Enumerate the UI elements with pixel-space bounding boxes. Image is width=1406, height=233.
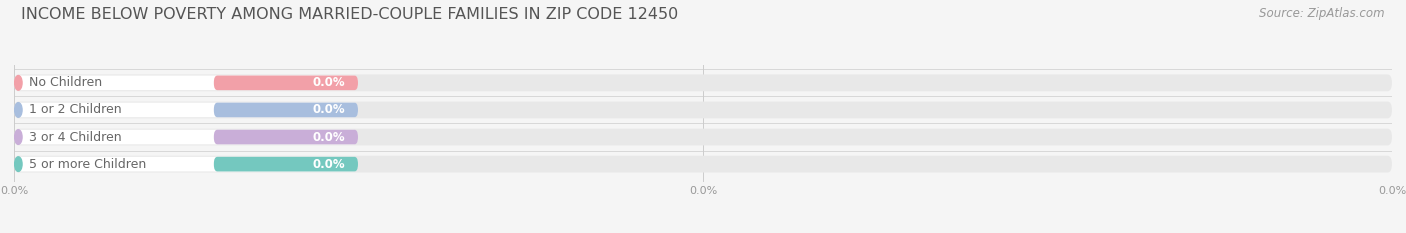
Text: 0.0%: 0.0% <box>312 103 344 116</box>
FancyBboxPatch shape <box>214 157 359 171</box>
Text: Source: ZipAtlas.com: Source: ZipAtlas.com <box>1260 7 1385 20</box>
Text: 1 or 2 Children: 1 or 2 Children <box>30 103 122 116</box>
FancyBboxPatch shape <box>14 102 1392 118</box>
Text: No Children: No Children <box>30 76 103 89</box>
FancyBboxPatch shape <box>14 75 1392 91</box>
FancyBboxPatch shape <box>14 157 359 171</box>
Circle shape <box>14 75 22 90</box>
FancyBboxPatch shape <box>214 103 359 117</box>
Circle shape <box>14 103 22 117</box>
FancyBboxPatch shape <box>14 130 359 144</box>
Text: 0.0%: 0.0% <box>312 158 344 171</box>
Text: 5 or more Children: 5 or more Children <box>30 158 146 171</box>
Text: 0.0%: 0.0% <box>312 76 344 89</box>
Circle shape <box>14 157 22 171</box>
FancyBboxPatch shape <box>14 75 359 90</box>
FancyBboxPatch shape <box>14 129 1392 145</box>
FancyBboxPatch shape <box>214 130 359 144</box>
Text: 3 or 4 Children: 3 or 4 Children <box>30 130 122 144</box>
Circle shape <box>14 130 22 144</box>
FancyBboxPatch shape <box>14 156 1392 172</box>
Text: INCOME BELOW POVERTY AMONG MARRIED-COUPLE FAMILIES IN ZIP CODE 12450: INCOME BELOW POVERTY AMONG MARRIED-COUPL… <box>21 7 678 22</box>
FancyBboxPatch shape <box>14 103 359 117</box>
FancyBboxPatch shape <box>214 75 359 90</box>
Text: 0.0%: 0.0% <box>312 130 344 144</box>
